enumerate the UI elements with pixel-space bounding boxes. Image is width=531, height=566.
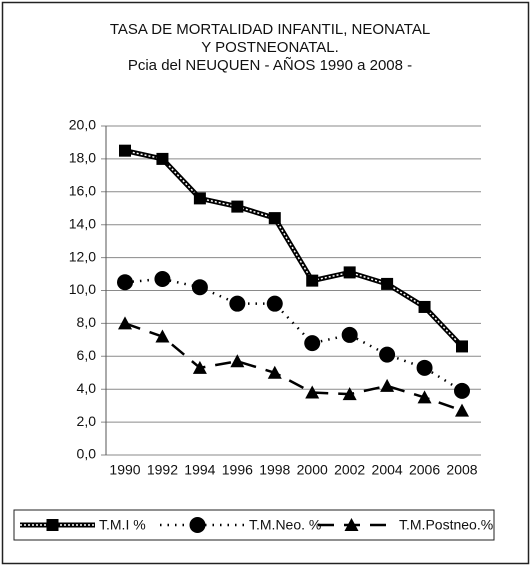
marker [342,387,357,401]
marker [456,340,468,353]
line [124,322,463,412]
marker [417,390,432,404]
y-tick-label: 12,0 [69,248,96,264]
marker [231,200,244,213]
y-tick-label: 18,0 [69,150,96,166]
marker [118,316,132,330]
y-tick-label: 0,0 [77,446,97,462]
marker [344,518,359,531]
x-tick-label: 2006 [409,462,440,478]
marker [418,300,431,313]
line [124,277,463,392]
legend-label: T.M.I % [99,517,146,533]
marker [341,326,358,343]
x-tick-label: 2000 [297,462,328,478]
marker [189,517,206,533]
marker [117,274,133,291]
y-tick-label: 10,0 [69,281,96,297]
marker [155,329,170,343]
y-tick-label: 4,0 [77,380,97,396]
marker [380,378,395,392]
chart-title: TASA DE MORTALIDAD INFANTIL, NEONATAL [110,21,430,38]
chart-title: Y POSTNEONATAL. [201,39,339,56]
x-tick-label: 2002 [334,462,365,478]
x-tick-label: 1992 [147,462,178,478]
marker [267,365,282,379]
marker [229,295,246,312]
y-tick-label: 20,0 [69,117,96,133]
marker [343,266,356,279]
x-tick-label: 1990 [109,462,140,478]
x-tick-label: 1998 [259,462,290,478]
x-tick-label: 1994 [184,462,215,478]
line-texture [124,149,463,347]
y-tick-label: 6,0 [77,347,97,363]
y-tick-label: 16,0 [69,183,96,199]
marker [266,295,283,312]
marker [455,403,469,417]
y-tick-label: 14,0 [69,215,96,231]
marker [191,279,208,296]
marker [192,360,207,374]
x-tick-label: 2004 [372,462,403,478]
marker [154,270,171,287]
x-tick-label: 1996 [222,462,253,478]
marker [46,519,59,531]
y-tick-label: 8,0 [77,314,97,330]
marker [306,274,319,287]
chart-title: Pcia del NEUQUEN - AÑOS 1990 a 2008 - [128,57,412,74]
marker [156,152,169,165]
marker [381,277,394,290]
marker [304,335,321,352]
marker [193,192,206,205]
x-tick-label: 2008 [446,462,477,478]
legend-label: T.M.Neo. % [249,517,321,533]
marker [305,385,320,399]
marker [379,346,396,363]
marker [268,212,281,225]
y-tick-label: 2,0 [77,413,97,429]
marker [119,144,131,157]
legend-label: T.M.Postneo.% [399,517,493,533]
marker [230,354,245,368]
marker [416,359,433,376]
marker [454,382,470,399]
